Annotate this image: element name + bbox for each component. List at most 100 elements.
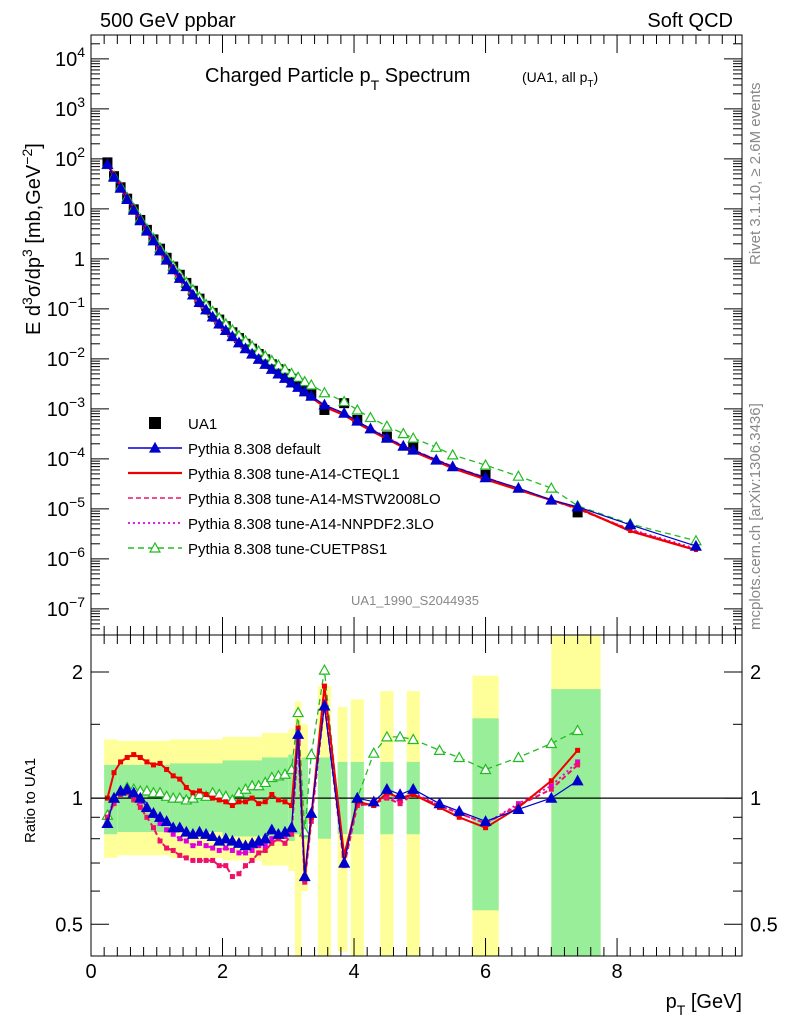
main-ytick-mant: 10 — [47, 599, 69, 621]
series-marker-default — [278, 371, 292, 383]
band-outer — [350, 699, 364, 956]
ratio-marker-mstw — [548, 786, 554, 792]
main-ytick-label: 10 — [63, 199, 85, 221]
ratio-marker-default — [107, 791, 121, 803]
series-dot-cteql1 — [628, 529, 633, 534]
legend-entry: Pythia 8.308 tune-A14-NNPDF2.3LO — [128, 516, 434, 533]
ratio-marker-mstw — [243, 863, 249, 869]
series-marker-cuetp8s1 — [338, 395, 351, 407]
ratio-marker-mstw — [302, 879, 308, 885]
main-title-b: Spectrum — [379, 65, 470, 87]
ratio-marker-mstw — [190, 857, 196, 863]
main-ytick-exp: 3 — [77, 94, 85, 110]
ratio-marker-cteql1 — [275, 797, 281, 803]
ua1-data-point — [319, 404, 330, 415]
ratio-marker-cteql1 — [197, 788, 202, 794]
series-marker-cuetp8s1 — [397, 427, 410, 439]
series-marker-default — [232, 336, 245, 348]
ratio-marker-cteql1 — [269, 791, 275, 797]
legend-label: Pythia 8.308 tune-A14-MSTW2008LO — [188, 491, 441, 508]
ratio-marker-cteql1 — [144, 759, 150, 765]
ratio-marker-mstw — [397, 801, 403, 807]
series-marker-cuetp8s1 — [407, 431, 420, 443]
ylabel-sup3: −2 — [19, 149, 35, 165]
ratio-marker-cteql1 — [256, 801, 262, 807]
ratio-marker-cteql1 — [170, 773, 176, 779]
series-marker-default — [213, 317, 226, 329]
analysis-watermark: UA1_1990_S2044935 — [351, 593, 479, 608]
legend-label: Pythia 8.308 tune-CUETP8S1 — [188, 541, 387, 558]
ratio-marker-cteql1 — [548, 778, 554, 784]
series-marker-default — [101, 158, 114, 169]
main-subtitle-sub: T — [587, 79, 593, 90]
series-marker-default — [292, 381, 305, 392]
ratio-marker-mstw — [203, 857, 209, 863]
series-marker-default — [689, 539, 702, 551]
ratio-ytick-label-right: 1 — [750, 788, 761, 810]
ratio-ytick-label: 2 — [72, 662, 83, 684]
ratio-marker-mstw — [137, 804, 143, 810]
ratio-marker-cuetp8s1 — [571, 724, 584, 736]
ratio-marker-default — [180, 825, 193, 837]
ratio-marker-default — [101, 817, 114, 829]
band-inner — [472, 718, 499, 911]
header-right: Soft QCD — [647, 10, 733, 32]
ratio-marker-default — [232, 837, 245, 848]
ratio-marker-cteql1 — [223, 799, 229, 805]
series-marker-default — [571, 500, 584, 512]
x-tick-label: 0 — [85, 961, 96, 983]
ylabel-sup2: 3 — [19, 249, 35, 257]
x-tick-label: 6 — [480, 961, 491, 983]
series-marker-cuetp8s1 — [318, 386, 331, 398]
ratio-marker-cteql1 — [216, 797, 222, 803]
series-marker-default — [545, 493, 558, 505]
main-ytick-mant: 10 — [63, 199, 85, 221]
main-title-a: Charged Particle p — [205, 65, 371, 87]
series-marker-default — [114, 181, 127, 193]
main-series — [101, 157, 702, 553]
main-ytick-exp: −3 — [69, 394, 85, 410]
main-ytick-mant: 10 — [47, 499, 69, 521]
ratio-marker-default — [147, 807, 160, 818]
ratio-contents — [91, 635, 742, 956]
ylabel-b: σ/dp — [23, 257, 45, 297]
ratio-marker-nnpdf — [223, 845, 229, 851]
series-marker-default — [180, 280, 193, 292]
main-ylabel: E d3σ/dp3 [mb,GeV−2] — [19, 143, 45, 335]
series-marker-default — [624, 518, 637, 530]
ratio-marker-cuetp8s1 — [367, 746, 380, 758]
main-ytick-label: 10−4 — [47, 444, 85, 471]
ratio-marker-mstw — [197, 857, 202, 863]
ratio-marker-cteql1 — [157, 760, 163, 766]
ratio-marker-default — [259, 832, 272, 844]
ratio-marker-default — [512, 803, 525, 814]
series-marker-default — [200, 303, 213, 315]
ratio-marker-cuetp8s1 — [160, 790, 173, 801]
ratio-marker-nnpdf — [575, 759, 581, 765]
header-left: 500 GeV ppbar — [100, 10, 236, 32]
series-marker-default — [479, 471, 492, 483]
series-marker-default — [134, 214, 147, 226]
main-subtitle-a: (UA1, all p — [522, 69, 588, 85]
main-ytick-mant: 10 — [55, 99, 77, 121]
series-marker-default — [397, 439, 410, 451]
ratio-marker-cteql1 — [164, 767, 170, 773]
ratio-marker-mstw — [216, 863, 222, 869]
main-ytick-exp: −1 — [69, 294, 85, 310]
ratio-marker-default — [265, 823, 278, 835]
ratio-marker-nnpdf — [216, 847, 222, 853]
ratio-marker-nnpdf — [269, 836, 275, 842]
x-tick-label: 2 — [217, 961, 228, 983]
ratio-marker-default — [140, 801, 153, 813]
ratio-marker-default — [160, 815, 173, 826]
series-marker-default — [246, 347, 259, 359]
series-marker-default — [318, 398, 331, 410]
series-marker-cuetp8s1 — [305, 378, 318, 390]
ratio-marker-cteql1 — [210, 795, 216, 801]
ratio-marker-cuetp8s1 — [173, 791, 186, 803]
ratio-marker-default — [154, 811, 167, 822]
main-ytick-label: 10−1 — [47, 294, 85, 321]
legend-label: UA1 — [188, 416, 217, 433]
xlabel-a: p — [666, 991, 677, 1013]
ratio-marker-nnpdf — [164, 827, 170, 833]
